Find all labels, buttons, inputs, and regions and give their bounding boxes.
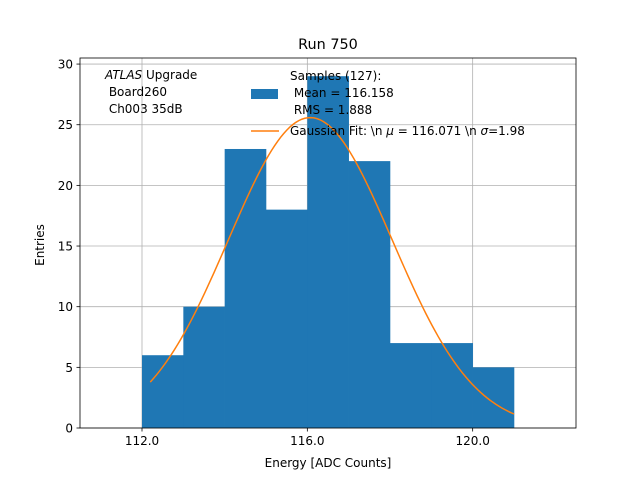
legend: Samples (127): Mean = 116.158 RMS = 1.88… xyxy=(251,69,525,138)
annotation-line-1: ATLAS Upgrade xyxy=(104,68,197,82)
annotation-line-2: Board260 xyxy=(105,85,167,99)
y-axis-ticks: 0 5 10 15 20 25 30 xyxy=(58,58,80,436)
histogram-bar xyxy=(348,161,391,429)
y-tick-label: 5 xyxy=(65,361,73,375)
histogram-bar xyxy=(307,76,349,429)
annotation-line-3: Ch003 35dB xyxy=(105,102,183,116)
histogram-bar xyxy=(431,343,473,428)
y-tick-label: 15 xyxy=(58,240,73,254)
atlas-label: ATLAS xyxy=(104,68,143,82)
x-axis-ticks: 112.0 116.0 120.0 xyxy=(125,428,490,448)
legend-fit-part-2: = 116.071 \n xyxy=(394,124,481,138)
x-tick-label: 112.0 xyxy=(125,434,159,448)
legend-mean-line: Mean = 116.158 xyxy=(290,86,394,100)
chart-title: Run 750 xyxy=(298,37,358,53)
gaussian-fit-curve xyxy=(149,116,515,415)
sigma-symbol: σ xyxy=(481,124,489,138)
x-axis-label: Energy [ADC Counts] xyxy=(265,456,392,470)
x-tick-label: 120.0 xyxy=(455,434,489,448)
histogram-bar xyxy=(390,343,432,428)
y-tick-label: 20 xyxy=(58,179,73,193)
upgrade-label: Upgrade xyxy=(142,68,197,82)
legend-histogram-swatch xyxy=(251,89,278,99)
atlas-annotation: ATLAS Upgrade Board260 Ch003 35dB xyxy=(104,68,197,116)
histogram-bar xyxy=(224,148,267,428)
gaussian-fit xyxy=(149,116,515,415)
legend-rms-line: RMS = 1.888 xyxy=(290,103,372,117)
histogram-bar xyxy=(266,209,308,428)
y-tick-label: 0 xyxy=(65,422,73,436)
y-axis-label: Entries xyxy=(33,224,47,266)
legend-fit-label: Gaussian Fit: \n μ = 116.071 \n σ=1.98 xyxy=(290,124,525,138)
y-tick-label: 25 xyxy=(58,118,73,132)
axes-frame xyxy=(79,57,577,429)
mu-symbol: μ xyxy=(385,124,394,138)
legend-fit-part-3: =1.98 xyxy=(488,124,525,138)
y-tick-label: 30 xyxy=(58,58,73,72)
legend-samples-line: Samples (127): xyxy=(290,69,381,83)
histogram-bar xyxy=(472,367,515,428)
histogram-bars xyxy=(142,76,515,429)
x-tick-label: 116.0 xyxy=(290,434,324,448)
histogram-bar xyxy=(183,306,225,428)
y-tick-label: 10 xyxy=(58,300,73,314)
legend-fit-part-1: Gaussian Fit: \n xyxy=(290,124,386,138)
